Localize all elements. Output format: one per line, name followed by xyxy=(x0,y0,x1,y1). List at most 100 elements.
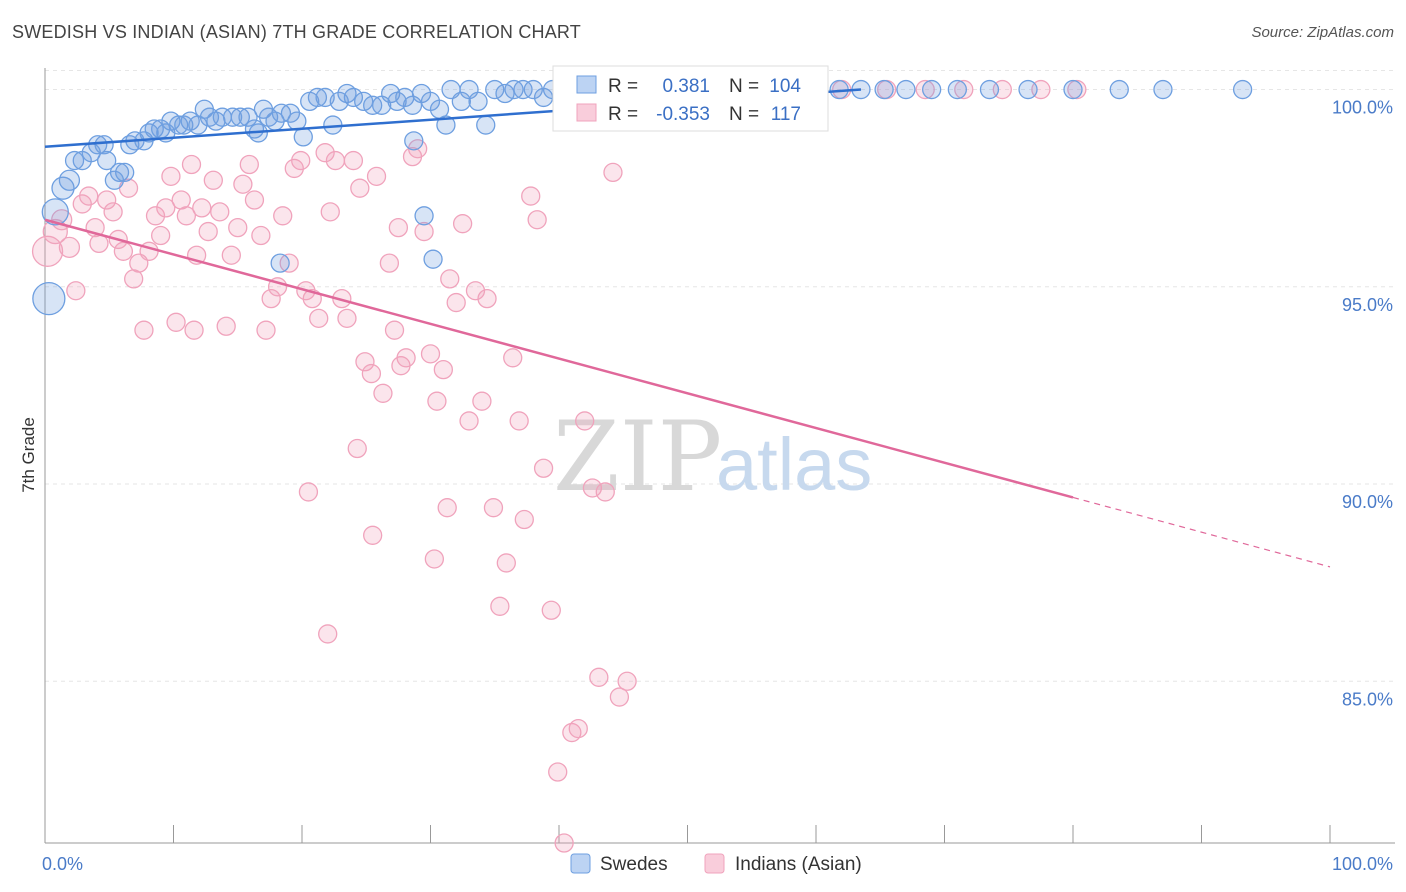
legend-box xyxy=(552,65,829,132)
point-swedes xyxy=(41,198,69,226)
point-indians xyxy=(595,482,615,502)
legend-n-swedes: 104 xyxy=(769,76,801,97)
point-indians xyxy=(350,178,370,198)
point-indians xyxy=(459,411,479,431)
legend-r-swedes: 0.381 xyxy=(662,76,710,97)
point-indians xyxy=(239,154,259,175)
point-indians xyxy=(446,292,466,313)
point-indians xyxy=(603,162,623,183)
point-indians xyxy=(568,718,588,739)
point-swedes xyxy=(436,115,456,135)
point-indians xyxy=(273,206,293,226)
point-swedes xyxy=(423,249,443,269)
legend-n-indians: 117 xyxy=(771,104,801,125)
point-indians xyxy=(465,281,486,301)
x-tick-left: 0.0% xyxy=(42,854,83,874)
point-indians xyxy=(166,312,186,332)
point-indians xyxy=(103,202,123,222)
point-indians xyxy=(42,218,68,245)
point-indians xyxy=(424,549,445,569)
y-tick-label: 90.0% xyxy=(1342,492,1393,512)
point-swedes xyxy=(922,79,942,100)
point-swedes xyxy=(64,150,85,171)
point-swedes xyxy=(1018,79,1038,100)
watermark-zip: ZIP xyxy=(553,401,722,513)
watermark-atlas: atlas xyxy=(716,423,872,506)
point-swedes xyxy=(32,281,66,316)
point-swedes xyxy=(115,162,135,183)
point-indians xyxy=(452,214,473,234)
point-indians xyxy=(298,482,319,502)
y-tick-label: 100.0% xyxy=(1332,98,1393,118)
point-swedes xyxy=(485,79,505,100)
point-indians xyxy=(541,600,561,620)
point-indians xyxy=(315,143,335,163)
point-swedes xyxy=(343,87,364,108)
y-tick-label: 95.0% xyxy=(1342,295,1393,315)
point-indians xyxy=(216,316,236,336)
point-indians xyxy=(496,553,516,573)
legend-n-label-swedes: N = xyxy=(729,76,759,97)
point-indians xyxy=(954,79,974,100)
point-indians xyxy=(256,320,276,340)
point-indians xyxy=(318,624,338,644)
point-indians xyxy=(533,458,554,478)
y-tick-label: 85.0% xyxy=(1342,689,1393,709)
point-indians xyxy=(589,667,609,687)
point-swedes xyxy=(874,79,894,100)
point-swedes xyxy=(230,107,250,127)
point-swedes xyxy=(94,135,114,155)
point-indians xyxy=(150,225,171,246)
point-swedes xyxy=(293,127,313,147)
point-indians xyxy=(228,217,248,238)
point-swedes xyxy=(270,253,290,273)
point-indians xyxy=(472,391,492,411)
point-indians xyxy=(198,221,218,242)
point-indians xyxy=(379,253,400,273)
point-indians xyxy=(184,320,204,340)
point-swedes xyxy=(414,206,434,226)
point-swedes xyxy=(58,169,81,191)
point-indians xyxy=(161,166,181,186)
point-indians xyxy=(176,206,197,226)
legend-r-label-indians: R = xyxy=(608,104,638,125)
y-tick-labels: 100.0% 95.0% 90.0% 85.0% xyxy=(1332,98,1393,710)
point-indians xyxy=(325,150,346,171)
bottom-legend-swedes: Swedes xyxy=(600,854,668,875)
legend-r-label-swedes: R = xyxy=(608,76,638,97)
point-swedes xyxy=(979,79,1000,100)
point-indians xyxy=(244,190,265,210)
point-indians xyxy=(384,320,405,340)
point-swedes xyxy=(329,91,349,112)
point-indians xyxy=(363,525,383,545)
point-indians xyxy=(261,288,281,309)
series-indians-points xyxy=(31,79,1087,853)
point-swedes xyxy=(513,79,533,100)
trend-line-indians xyxy=(44,218,1074,499)
point-indians xyxy=(145,206,166,226)
y-axis-title: 7th Grade xyxy=(19,417,38,493)
point-swedes xyxy=(280,103,301,123)
point-indians xyxy=(58,236,81,258)
point-indians xyxy=(527,210,547,230)
point-indians xyxy=(575,411,595,431)
legend-r-indians: -0.353 xyxy=(656,104,710,125)
point-swedes xyxy=(896,79,916,100)
point-indians xyxy=(483,498,504,518)
point-indians xyxy=(251,225,271,246)
point-swedes xyxy=(1063,79,1083,100)
point-indians xyxy=(388,217,409,238)
point-swedes xyxy=(109,162,130,183)
point-indians xyxy=(284,158,304,179)
point-indians xyxy=(414,221,434,242)
point-indians xyxy=(361,363,382,384)
point-indians xyxy=(514,509,534,530)
point-indians xyxy=(97,190,117,210)
point-indians xyxy=(437,498,457,518)
point-indians xyxy=(347,438,367,459)
point-swedes xyxy=(1109,79,1129,100)
point-indians xyxy=(66,281,86,301)
point-indians xyxy=(440,269,460,289)
point-indians xyxy=(521,186,541,206)
point-swedes xyxy=(97,150,117,171)
